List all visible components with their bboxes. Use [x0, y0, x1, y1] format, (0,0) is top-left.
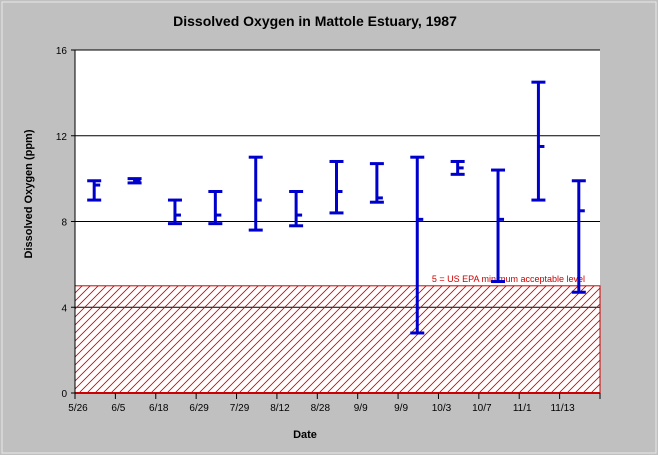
y-tick-label: 4	[61, 303, 67, 314]
x-tick-label: 10/3	[432, 403, 452, 414]
error-bar-9	[410, 155, 425, 335]
error-bar-3	[167, 198, 182, 226]
x-tick-label: 8/28	[311, 403, 331, 414]
error-bar-1	[87, 179, 102, 202]
x-tick-label: 10/7	[472, 403, 492, 414]
x-tick-label: 6/18	[149, 403, 169, 414]
error-bar-10	[450, 159, 465, 176]
x-tick-label: 11/1	[513, 403, 532, 414]
x-tick-label: 9/9	[354, 403, 368, 414]
error-bar-6	[289, 189, 304, 228]
x-tick-label: 11/13	[550, 403, 575, 414]
error-bar-8	[369, 162, 384, 204]
error-bars	[87, 80, 586, 335]
x-axis-label: Date	[293, 429, 317, 441]
x-tick-label: 5/26	[68, 403, 88, 414]
error-bar-11	[491, 168, 506, 284]
chart-title: Dissolved Oxygen in Mattole Estuary, 198…	[173, 13, 457, 29]
error-bar-5	[248, 155, 263, 232]
y-tick-label: 16	[56, 46, 68, 57]
error-bar-13	[571, 179, 586, 294]
error-bar-2	[127, 177, 142, 185]
x-tick-label: 6/5	[111, 403, 125, 414]
threshold-hatch-area	[74, 285, 601, 394]
error-bar-12	[531, 80, 546, 202]
x-tick-label: 6/29	[189, 403, 209, 414]
y-tick-label: 0	[61, 389, 67, 400]
threshold-zone: 5 = US EPA minimum acceptable level	[74, 274, 601, 394]
threshold-label: 5 = US EPA minimum acceptable level	[432, 274, 585, 284]
x-tick-label: 8/12	[270, 403, 290, 414]
error-bar-7	[329, 159, 344, 215]
y-axis-label: Dissolved Oxygen (ppm)	[23, 129, 35, 258]
x-tick-label: 9/9	[394, 403, 408, 414]
y-tick-label: 12	[56, 132, 68, 143]
x-tick-label: 7/29	[230, 403, 250, 414]
error-bar-4	[208, 189, 223, 226]
axes: 0 4 8 12 16 5/26 6/5 6/18 6/29 7/29 8/12 8/28 9/9 9/9…	[56, 46, 601, 414]
y-tick-label: 8	[61, 218, 67, 229]
